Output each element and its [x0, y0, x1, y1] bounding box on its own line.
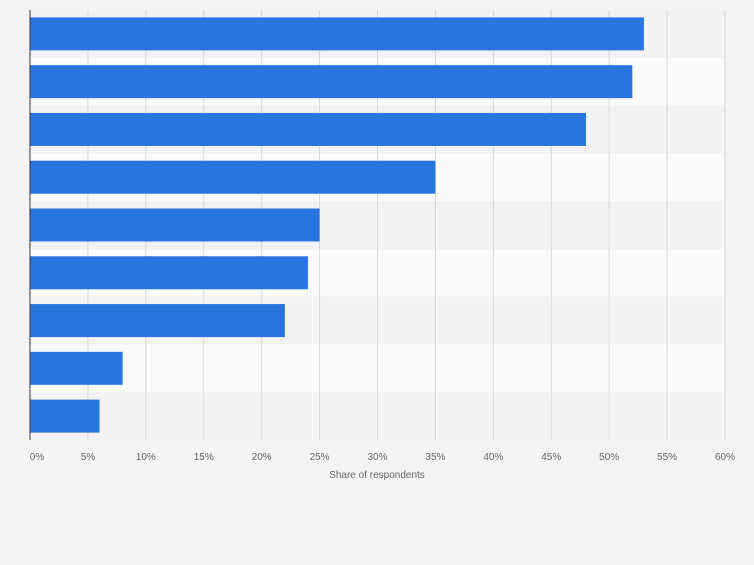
x-tick-label: 40%	[483, 452, 503, 463]
bar	[30, 399, 100, 433]
x-axis-label: Share of respondents	[329, 470, 425, 481]
x-tick-label: 55%	[657, 452, 677, 463]
x-tick-label: 10%	[136, 452, 156, 463]
x-tick-label: 0%	[30, 452, 45, 463]
x-tick-label: 25%	[310, 452, 330, 463]
bar	[30, 304, 285, 338]
x-tick-label: 35%	[425, 452, 445, 463]
bar	[30, 256, 308, 290]
x-tick-label: 60%	[715, 452, 735, 463]
x-tick-label: 15%	[194, 452, 214, 463]
bar	[30, 65, 633, 99]
x-tick-label: 45%	[541, 452, 561, 463]
bar	[30, 351, 123, 385]
x-tick-label: 5%	[81, 452, 96, 463]
x-tick-label: 20%	[252, 452, 272, 463]
x-tick-labels: 0% 5% 10% 15% 20% 25% 30% 35% 40% 45% 50% 55% 60%	[30, 452, 735, 463]
bar	[30, 208, 320, 242]
bar	[30, 160, 436, 194]
bar	[30, 17, 644, 51]
bars	[30, 17, 644, 433]
bar	[30, 112, 586, 146]
x-tick-label: 50%	[599, 452, 619, 463]
x-tick-label: 30%	[367, 452, 387, 463]
